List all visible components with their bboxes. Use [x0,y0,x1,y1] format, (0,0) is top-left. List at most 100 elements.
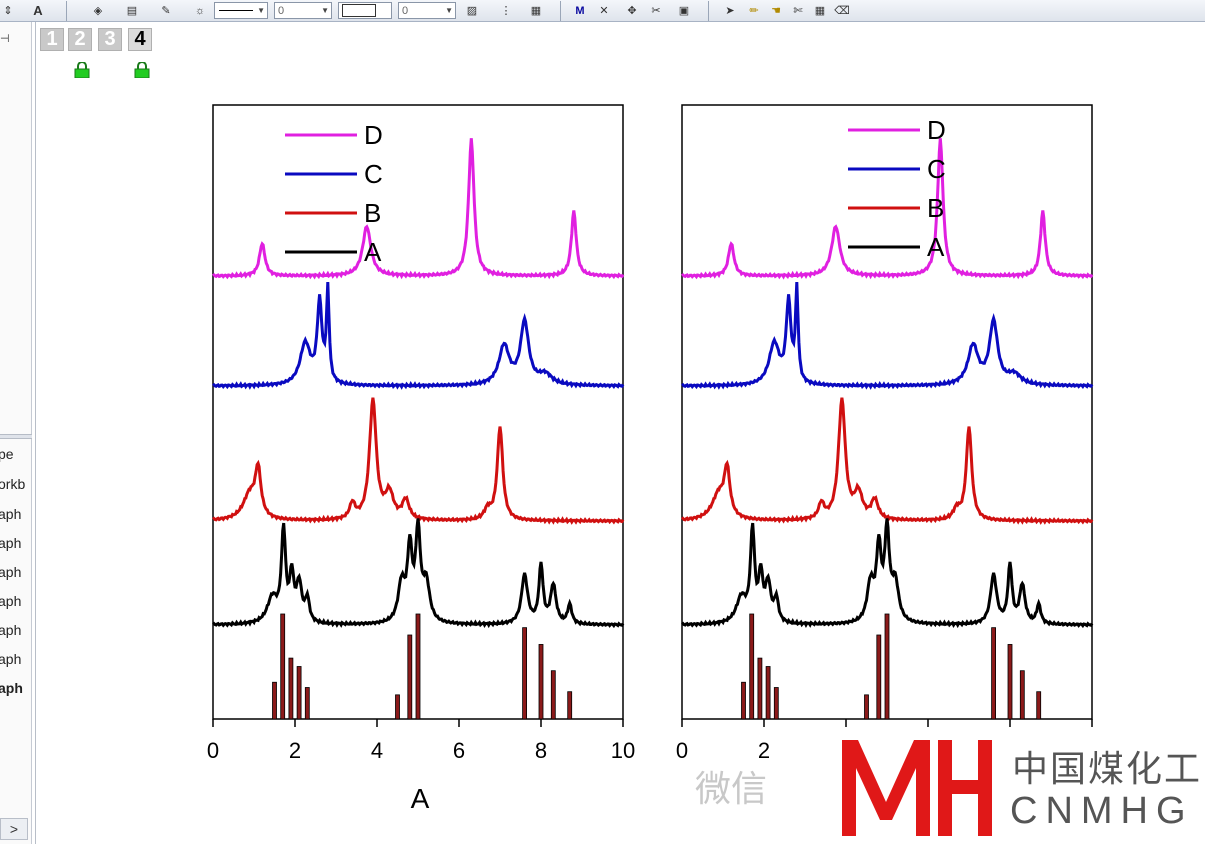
lock-icon[interactable] [133,62,151,78]
stick-bar [991,627,996,720]
x-tick-label: 6 [453,738,465,763]
line-color-icon[interactable]: ✎ [161,5,171,17]
stick-bar [407,634,413,720]
grid-icon[interactable]: ⋮ [500,5,512,17]
stick-bar [288,657,294,720]
stick-bar [765,666,771,720]
stick-bar [1019,670,1025,720]
series-line-c [212,281,625,390]
company-name-cn: 中国煤化工 [1012,748,1203,789]
tree-item-graph[interactable]: aph [0,622,22,638]
stick-bar [864,694,869,720]
wechat-watermark: 微信 [695,768,768,809]
stick-bar [538,644,544,720]
series-line-d [212,138,625,280]
x-tick-label: 2 [758,738,770,763]
series-line-c [681,281,1094,390]
stick-bar [550,670,556,720]
symbol-shape-combo[interactable] [338,2,392,19]
stick-bar [1007,644,1013,720]
pattern-icon[interactable]: ▨ [466,5,478,17]
stick-bar [876,634,882,720]
scissors-icon[interactable]: ✂ [651,5,661,17]
pointer-icon[interactable]: ➤ [725,5,735,17]
x-tick-label: 2 [289,738,301,763]
legend-label-a: A [364,237,382,267]
layer-tab-2[interactable]: 2 [68,28,92,51]
panel-splitter[interactable] [0,434,32,439]
fill-color-icon[interactable]: ◈ [93,5,103,17]
stick-bar [884,613,890,720]
calculator-icon[interactable]: ▦ [814,5,826,17]
layer-tab-1[interactable]: 1 [40,28,64,51]
line-style-combo[interactable]: ▼ [214,2,268,19]
series-line-d [681,138,1094,280]
stick-bar [1036,691,1042,720]
stick-bar [741,681,746,720]
lock-icon[interactable] [73,62,91,78]
series-line-b [680,397,1094,525]
tree-item-type[interactable]: pe [0,446,14,462]
stick-bar [749,613,755,720]
tree-item-graph[interactable]: aph [0,506,22,522]
tree-item-graph[interactable]: aph [0,564,22,580]
symbol-size-combo[interactable]: 0 ▼ [398,2,456,19]
legend-label-b: B [364,198,381,228]
tree-item-graph-active[interactable]: aph [0,680,23,696]
legend-label-b: B [927,193,944,223]
hand-icon[interactable]: ☚ [771,5,781,17]
pencil-icon[interactable]: ✏ [749,5,759,17]
x-tick-label: 0 [207,738,219,763]
unmask-icon[interactable]: ✕ [599,5,609,17]
tree-item-graph[interactable]: aph [0,651,22,667]
x-axis-label: A [411,783,430,814]
layer-tab-3[interactable]: 3 [98,28,122,51]
project-explorer: ⊣ pe orkb aph aph aph aph aph aph aph > [0,22,32,844]
legend-label-a: A [927,232,945,262]
stick-bar [272,681,277,720]
series-line-b [211,397,625,525]
pattern-color-icon[interactable]: ▤ [126,5,138,17]
legend-label-c: C [364,159,383,189]
tree-item-graph[interactable]: aph [0,535,22,551]
page-border [35,22,36,844]
align-icon[interactable]: ⇕ [3,5,13,17]
x-tick-label: 4 [371,738,383,763]
stick-bar [280,613,286,720]
lock-toolbar-icon[interactable]: ▣ [678,5,690,17]
stick-bar [296,666,302,720]
series-line-a [681,518,1094,629]
x-tick-label: 8 [535,738,547,763]
stick-bar [304,687,310,720]
scroll-right-button[interactable]: > [0,818,28,840]
x-tick-label: 10 [611,738,635,763]
legend-label-d: D [364,120,383,150]
brightness-icon[interactable]: ☼ [194,4,206,17]
layer-tab-4[interactable]: 4 [128,28,152,51]
stick-bar [567,691,573,720]
stick-bar [757,657,763,720]
format-toolbar: ⇕ A ◈ ▤ ✎ ☼ ▼ 0 ▼ 0 ▼ ▨ ⋮ ▦ M ✕ ✥ ✂ ▣ ➤ ✏ … [0,0,1205,22]
company-logo [842,740,992,836]
stick-bar [773,687,779,720]
pin-icon[interactable]: ⊣ [0,33,10,45]
tree-item-graph[interactable]: aph [0,593,22,609]
tree-item-workbook[interactable]: orkb [0,476,26,492]
company-name-en: CNMHG [1010,790,1194,832]
table-icon[interactable]: ▦ [530,5,542,17]
erase-icon[interactable]: ⌫ [834,5,850,17]
series-line-a [212,518,625,629]
stick-bar [522,627,527,720]
cut-icon[interactable]: ✄ [793,5,803,17]
stick-bar [395,694,400,720]
line-width-combo[interactable]: 0 ▼ [274,2,332,19]
font-color-icon[interactable]: A [33,3,43,18]
mask-icon[interactable]: M [575,4,585,17]
x-tick-label: 0 [676,738,688,763]
legend-label-c: C [927,154,946,184]
move-icon[interactable]: ✥ [627,5,637,17]
